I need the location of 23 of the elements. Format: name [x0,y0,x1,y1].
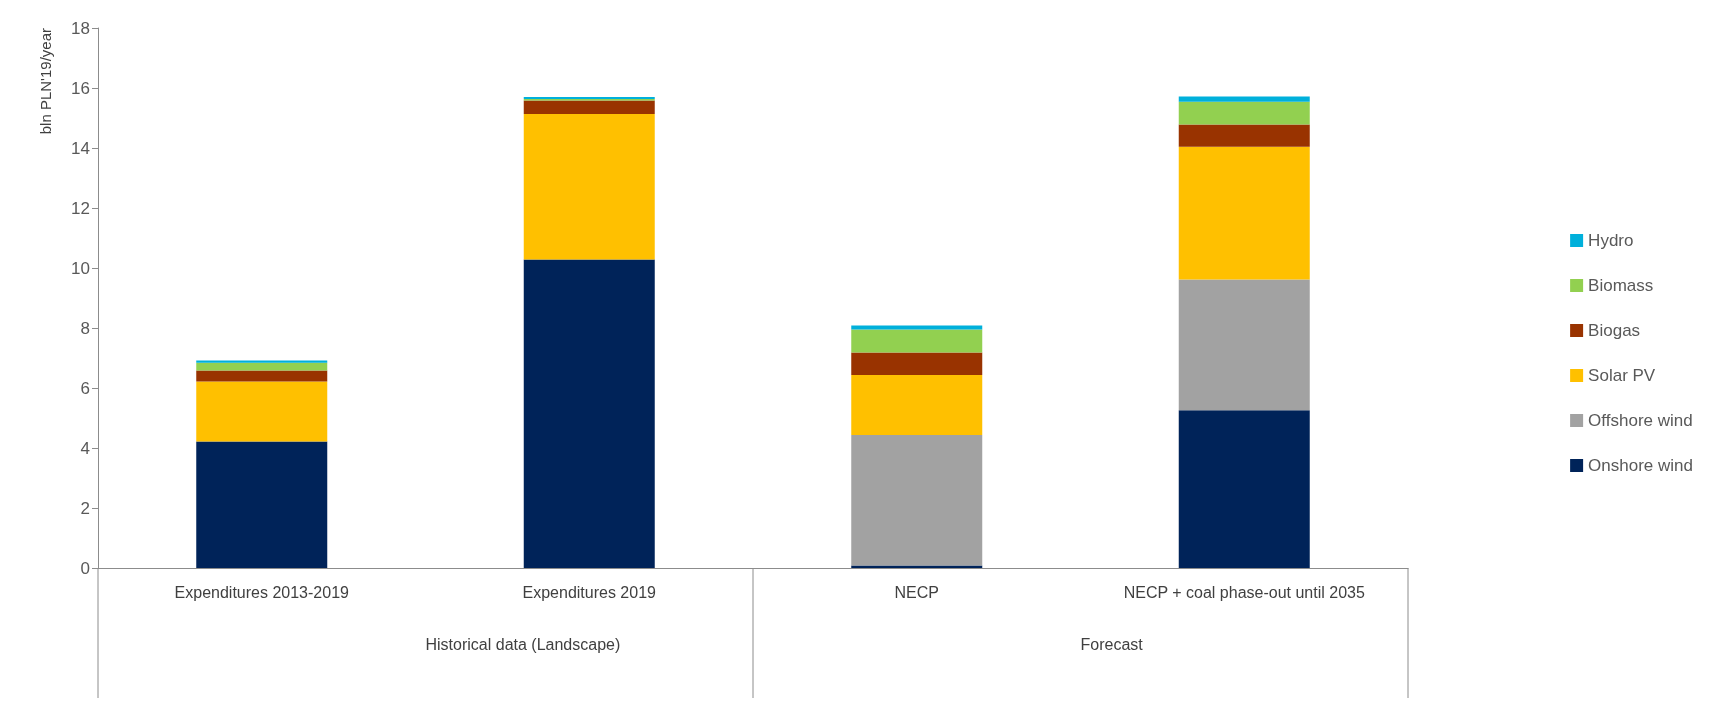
legend-label: Biogas [1588,321,1641,340]
text: Historical data (Landscape) [425,635,621,653]
x-tick-label: Expenditures 2019 [522,583,657,601]
x-tick-label: NECP + coal phase-out until 2035 [1123,583,1365,601]
y-axis-title: bln PLN'19/year [37,28,54,135]
x-tick-label: NECP [894,583,939,601]
y-tick-label: 14 [71,138,90,158]
x-tick-label: Expenditures 2013-2019 [174,583,350,601]
y-tick-label: 4 [80,438,90,458]
y-tick-label: 18 [71,18,90,38]
legend-label: Offshore wind [1588,411,1693,430]
y-tick-label: 10 [71,258,90,278]
legend-label: Onshore wind [1588,456,1693,475]
y-tick-label: 0 [80,558,90,578]
legend-label: Solar PV [1588,366,1656,385]
y-tick-label: 8 [80,318,90,338]
legend-label: Biomass [1588,276,1654,295]
y-tick-label: 6 [80,378,90,398]
text: Forecast [1080,635,1144,653]
y-tick-label: 16 [71,78,90,98]
legend-label: Hydro [1588,231,1634,250]
y-tick-label: 2 [80,498,90,518]
y-tick-label: 12 [71,198,90,218]
